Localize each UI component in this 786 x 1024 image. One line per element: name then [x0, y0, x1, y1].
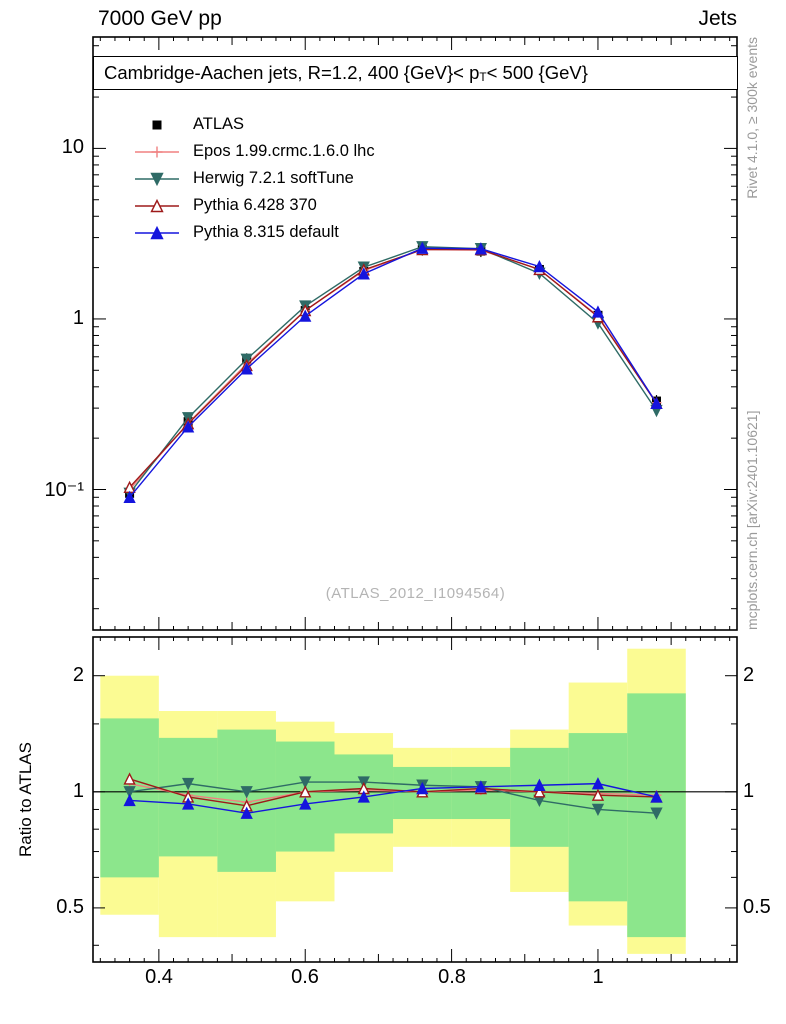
legend-item-herwig-7-2-1-softtune: Herwig 7.2.1 softTune [133, 165, 375, 192]
y-tick-label-0p1: 10⁻¹ [44, 479, 84, 501]
ratio-series-herwig-7-2-1-softtune [123, 776, 663, 820]
ratio-tick-label-0p5-right: 0.5 [743, 896, 771, 918]
legend-label: Pythia 6.428 370 [193, 196, 317, 214]
y-tick-label-1: 1 [72, 307, 84, 329]
series-epos-1-99-crmc-1-6-0-lhc [124, 244, 662, 495]
legend-label: Herwig 7.2.1 softTune [193, 169, 354, 187]
ratio-panel-frame [92, 636, 738, 963]
ratio-tick-label-0p5-left: 0.5 [56, 896, 84, 918]
series-pythia-6-428-370 [123, 243, 663, 493]
legend-item-pythia-8-315-default: Pythia 8.315 default [133, 219, 375, 246]
legend: ATLAS Epos 1.99.crmc.1.6.0 lhc Herwig 7.2.… [133, 111, 375, 246]
legend-label: Pythia 8.315 default [193, 223, 339, 241]
uncertainty-band-inner [568, 733, 628, 902]
square-marker-icon [152, 120, 162, 129]
series-herwig-7-2-1-softtune [123, 241, 663, 500]
plot-title-subscript: T [479, 70, 487, 84]
plot-title: Cambridge-Aachen jets, R=1.2, 400 {GeV}<… [93, 56, 738, 90]
legend-label: Epos 1.99.crmc.1.6.0 lhc [193, 142, 375, 160]
x-tick-label-0p6: 0.6 [291, 966, 319, 988]
analysis-id-watermark: (ATLAS_2012_I1094564) [325, 585, 506, 602]
legend-item-atlas: ATLAS [133, 111, 375, 138]
x-tick-label-0p8: 0.8 [438, 966, 466, 988]
triangle-down-marker-icon [135, 172, 179, 186]
main-panel-frame [92, 36, 738, 631]
mcplots-credit-label: mcplots.cern.ch [arXiv:2401.10621] [744, 410, 760, 630]
x-tick-label-1: 1 [592, 966, 604, 988]
plot-title-text-2: < 500 {GeV} [486, 62, 588, 83]
cross-marker-icon [135, 146, 179, 157]
beam-energy-label: 7000 GeV pp [98, 7, 222, 30]
ratio-tick-label-2-right: 2 [743, 664, 755, 686]
plot-title-text: Cambridge-Aachen jets, R=1.2, 400 {GeV}<… [104, 62, 480, 83]
triangle-up-marker-icon [135, 198, 179, 212]
series-pythia-8-315-default [123, 241, 663, 503]
series-atlas [125, 243, 661, 500]
legend-item-epos-1-99-crmc-1-6-0-lhc: Epos 1.99.crmc.1.6.0 lhc [133, 138, 375, 165]
ratio-series-pythia-8-315-default [123, 777, 663, 819]
triangle-up-marker-icon [135, 225, 179, 239]
ratio-tick-label-2-left: 2 [72, 664, 84, 686]
x-tick-label-0p4: 0.4 [145, 966, 173, 988]
y-tick-label-10: 10 [61, 136, 84, 158]
ratio-tick-label-1-left: 1 [72, 780, 84, 802]
legend-label: ATLAS [193, 115, 245, 133]
analysis-group-label: Jets [698, 7, 737, 30]
ratio-y-axis-label: Ratio to ATLAS [16, 742, 35, 857]
ratio-tick-label-1-right: 1 [743, 780, 755, 802]
legend-item-pythia-6-428-370: Pythia 6.428 370 [133, 192, 375, 219]
